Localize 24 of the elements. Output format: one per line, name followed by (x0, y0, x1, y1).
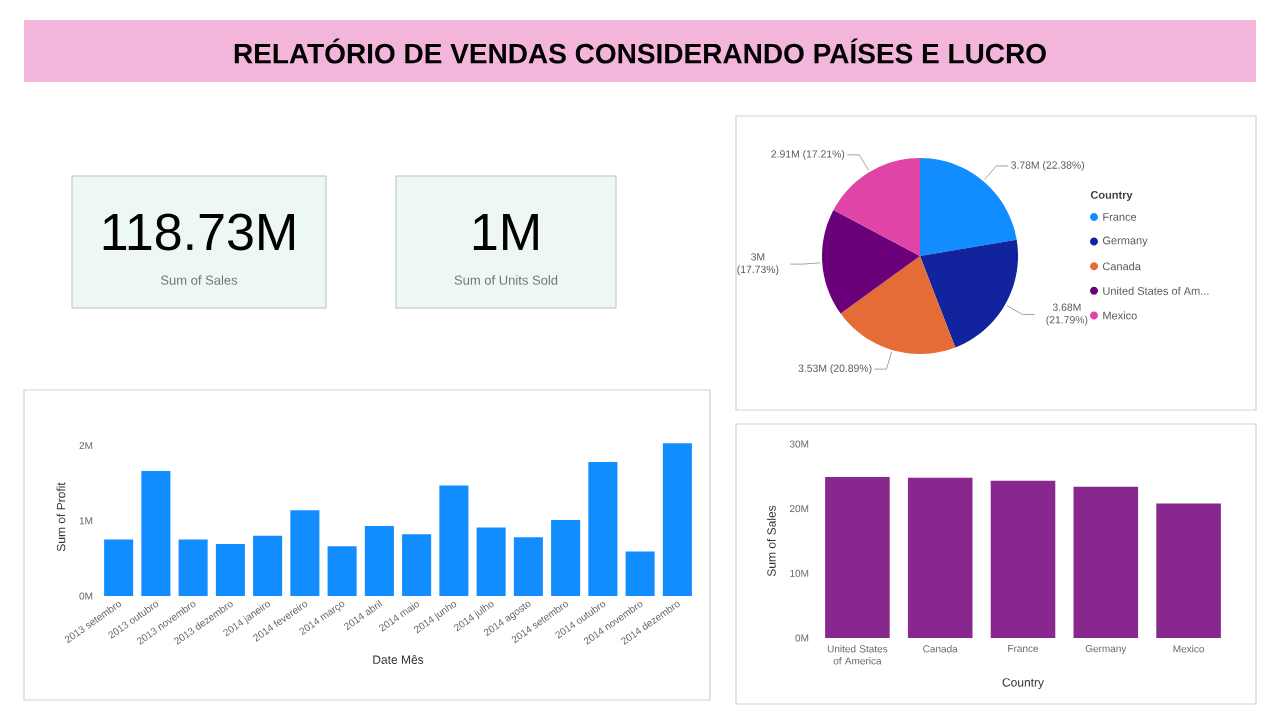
bar (327, 546, 357, 596)
text: 118.73M (103, 213, 294, 251)
bar (476, 527, 506, 596)
bar (141, 471, 171, 596)
bar (215, 544, 245, 596)
bar (290, 510, 320, 596)
bar (1073, 486, 1139, 638)
bar (1156, 503, 1221, 638)
bar (513, 537, 543, 596)
bar (662, 443, 692, 596)
text: RELATÓRIO DE VENDAS CONSIDERANDO PAÍSES E LUCRO (234, 38, 1046, 64)
bar (104, 539, 134, 596)
bar (178, 539, 208, 596)
bar (551, 520, 581, 596)
bar (588, 462, 618, 596)
text: 1M (473, 214, 538, 250)
bar (364, 526, 394, 596)
bar (907, 477, 973, 638)
bar (402, 534, 432, 596)
bar (625, 551, 655, 596)
bar (253, 535, 283, 596)
bar (990, 480, 1056, 638)
bar (825, 476, 890, 638)
bar (439, 485, 469, 596)
